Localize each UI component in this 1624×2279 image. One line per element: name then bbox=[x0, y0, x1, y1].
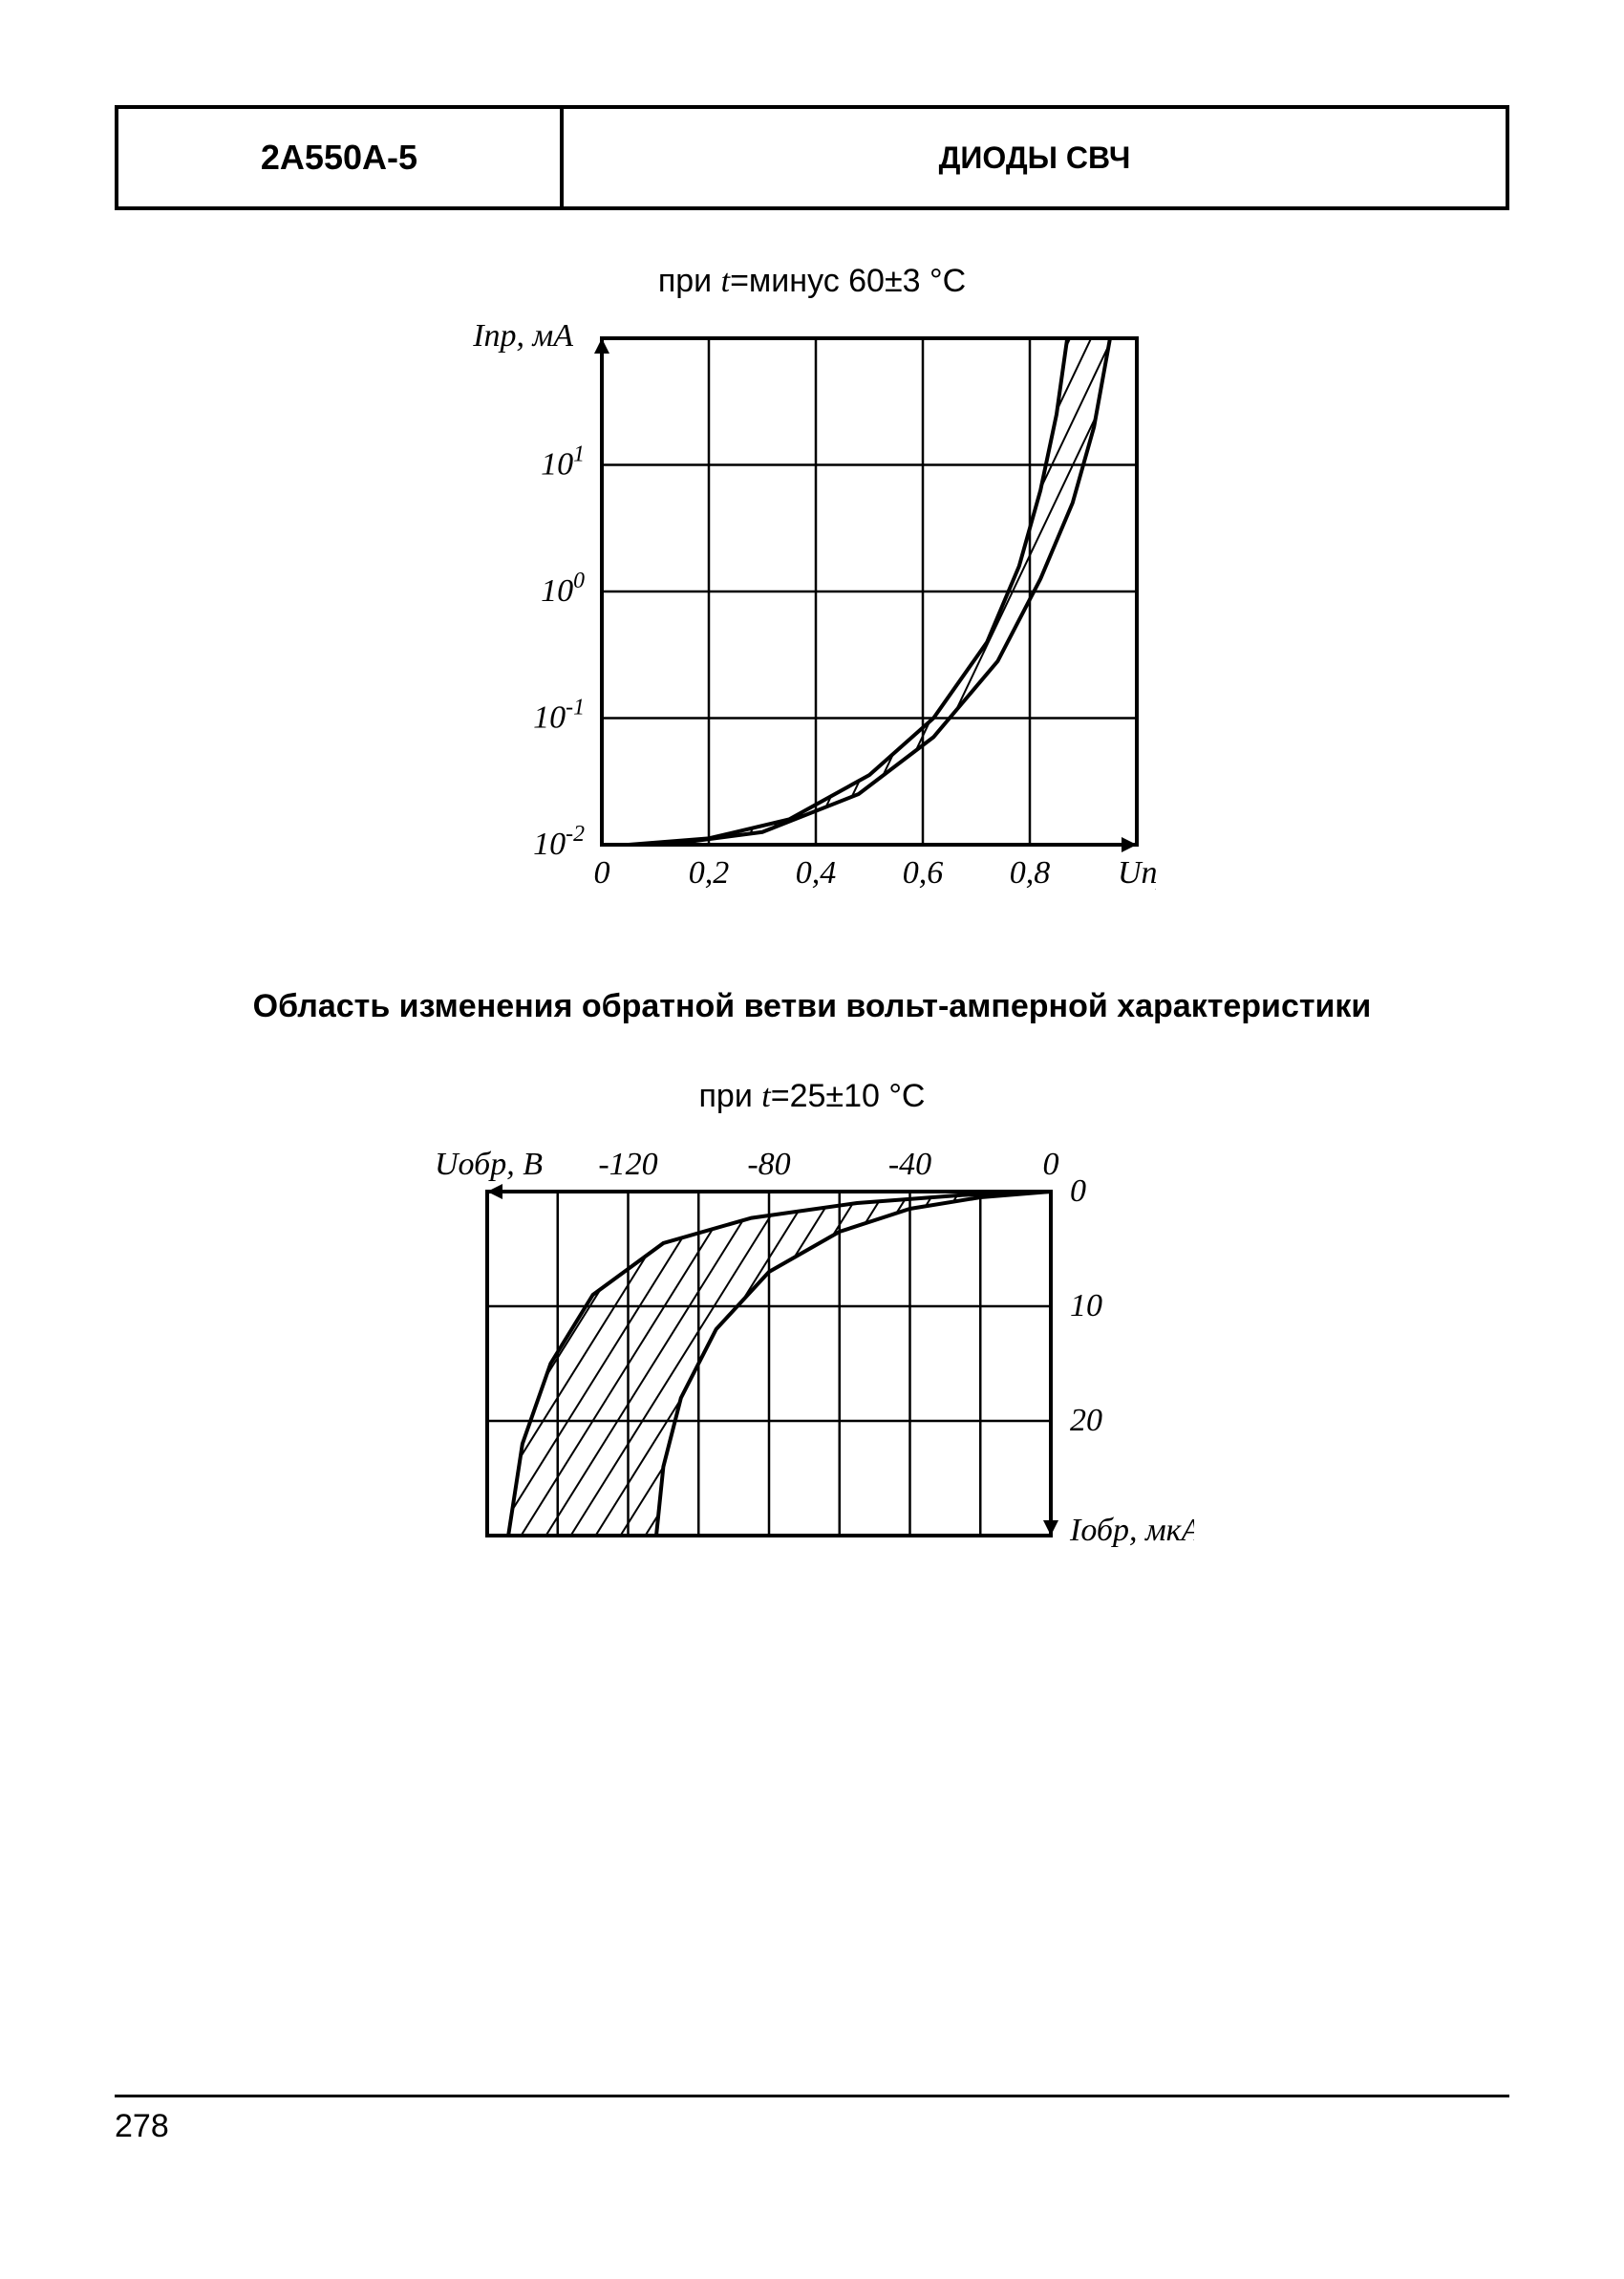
chart2-svg: -120 -80 -40 0 Uобр, В 0 10 20 Iобр, мкА bbox=[430, 1134, 1194, 1555]
svg-text:0: 0 bbox=[594, 855, 610, 891]
header-part-number: 2А550А-5 bbox=[117, 107, 562, 208]
chart2-caption: при t=25±10 °C bbox=[115, 1078, 1509, 1115]
svg-text:Uпр, В: Uпр, В bbox=[1118, 855, 1156, 891]
svg-text:100: 100 bbox=[541, 569, 585, 609]
svg-text:10-1: 10-1 bbox=[533, 696, 585, 736]
svg-text:Iпр, мА: Iпр, мА bbox=[472, 319, 573, 354]
svg-text:10: 10 bbox=[1070, 1288, 1102, 1323]
chart2-wrap: -120 -80 -40 0 Uобр, В 0 10 20 Iобр, мкА bbox=[115, 1134, 1509, 1555]
svg-text:0: 0 bbox=[1070, 1173, 1086, 1209]
svg-text:0,8: 0,8 bbox=[1010, 855, 1051, 891]
header-category: ДИОДЫ СВЧ bbox=[562, 107, 1507, 208]
chart1-caption: при t=минус 60±3 °C bbox=[115, 263, 1509, 300]
chart1-caption-var: t bbox=[721, 264, 730, 299]
svg-text:0,6: 0,6 bbox=[903, 855, 944, 891]
svg-text:Iобр, мкА: Iобр, мкА bbox=[1069, 1513, 1194, 1548]
svg-text:20: 20 bbox=[1070, 1403, 1102, 1438]
section-heading: Область изменения обратной ветви вольт-а… bbox=[115, 988, 1509, 1025]
page-number: 278 bbox=[115, 2108, 169, 2145]
header-table: 2А550А-5 ДИОДЫ СВЧ bbox=[115, 105, 1509, 210]
footer-rule bbox=[115, 2095, 1509, 2097]
svg-text:-120: -120 bbox=[598, 1147, 657, 1182]
svg-text:0,2: 0,2 bbox=[689, 855, 730, 891]
svg-text:-80: -80 bbox=[747, 1147, 790, 1182]
chart1-wrap: 0 0,2 0,4 0,6 0,8 Uпр, В 10-2 10-1 100 101 Iпр, мА bbox=[115, 319, 1509, 912]
svg-text:-40: -40 bbox=[888, 1147, 931, 1182]
svg-text:101: 101 bbox=[541, 442, 585, 483]
svg-text:Uобр, В: Uобр, В bbox=[435, 1147, 543, 1182]
svg-text:0: 0 bbox=[1043, 1147, 1059, 1182]
chart1-svg: 0 0,2 0,4 0,6 0,8 Uпр, В 10-2 10-1 100 101 Iпр, мА bbox=[468, 319, 1156, 912]
svg-text:0,4: 0,4 bbox=[796, 855, 837, 891]
svg-text:10-2: 10-2 bbox=[533, 822, 585, 862]
chart2-caption-var: t bbox=[761, 1079, 770, 1114]
